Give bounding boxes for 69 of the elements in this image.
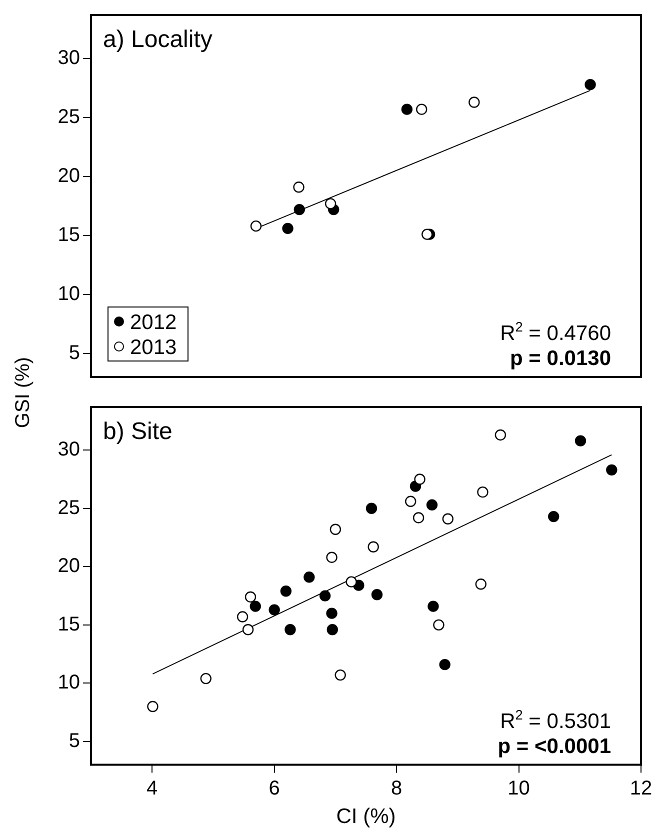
point <box>319 590 331 602</box>
y-tick-label: 10 <box>58 282 80 305</box>
x-tick-label: 4 <box>146 777 158 800</box>
y-tick-label: 30 <box>58 438 80 461</box>
point <box>494 429 506 441</box>
point <box>326 624 338 636</box>
point <box>293 182 304 193</box>
y-tick-label: 25 <box>58 496 80 519</box>
point <box>433 619 444 631</box>
point <box>405 496 416 508</box>
point <box>268 604 280 616</box>
y-tick-label: 15 <box>58 224 80 246</box>
y-tick-label: 20 <box>58 555 80 578</box>
y-tick-label: 10 <box>58 672 80 694</box>
point <box>475 578 486 590</box>
point <box>442 513 454 524</box>
x-tick-label: 10 <box>508 777 530 800</box>
point <box>426 499 438 510</box>
x-tick-label: 6 <box>268 777 280 800</box>
y-tick-label: 5 <box>68 342 80 364</box>
point <box>242 624 254 636</box>
point <box>330 524 342 535</box>
point <box>428 600 439 612</box>
point <box>200 672 212 684</box>
point <box>606 464 618 476</box>
x-axis-title: CI (%) <box>336 805 396 828</box>
y-tick-label: 5 <box>68 730 80 752</box>
y-axis-title: GSI (%) <box>12 356 36 428</box>
point <box>414 474 426 485</box>
point <box>468 96 480 108</box>
y-tick-label: 15 <box>58 613 80 636</box>
point <box>304 572 315 583</box>
text: a) Locality <box>103 26 212 53</box>
text: b) Site <box>103 418 172 445</box>
point <box>548 510 560 522</box>
annotation: p = <0.0001 <box>498 734 612 758</box>
legend-label: 2012 <box>130 311 177 334</box>
x-tick-label: 8 <box>390 777 402 800</box>
point <box>346 576 357 588</box>
point <box>284 624 296 636</box>
point <box>280 586 292 597</box>
point <box>334 669 346 681</box>
point <box>584 78 596 90</box>
point <box>244 591 256 603</box>
y-tick-label: 25 <box>58 106 80 128</box>
point <box>439 658 450 670</box>
point <box>250 600 261 612</box>
point <box>326 608 338 619</box>
point <box>574 435 586 446</box>
point <box>250 220 262 232</box>
point <box>412 512 424 524</box>
y-tick-label: 20 <box>58 165 80 188</box>
point <box>401 104 413 115</box>
y-tick-label: 30 <box>58 47 80 70</box>
annotation: p = 0.0130 <box>510 347 612 370</box>
point <box>147 700 158 712</box>
legend-label: 2013 <box>130 336 177 359</box>
point <box>366 502 378 514</box>
x-tick-label: 12 <box>630 777 652 800</box>
point <box>282 222 294 234</box>
point <box>368 541 379 552</box>
point <box>371 589 383 600</box>
point <box>324 198 336 210</box>
point <box>294 204 305 216</box>
point <box>326 552 338 563</box>
point <box>236 611 248 622</box>
point <box>422 228 433 240</box>
point <box>477 486 488 498</box>
point <box>416 104 428 115</box>
